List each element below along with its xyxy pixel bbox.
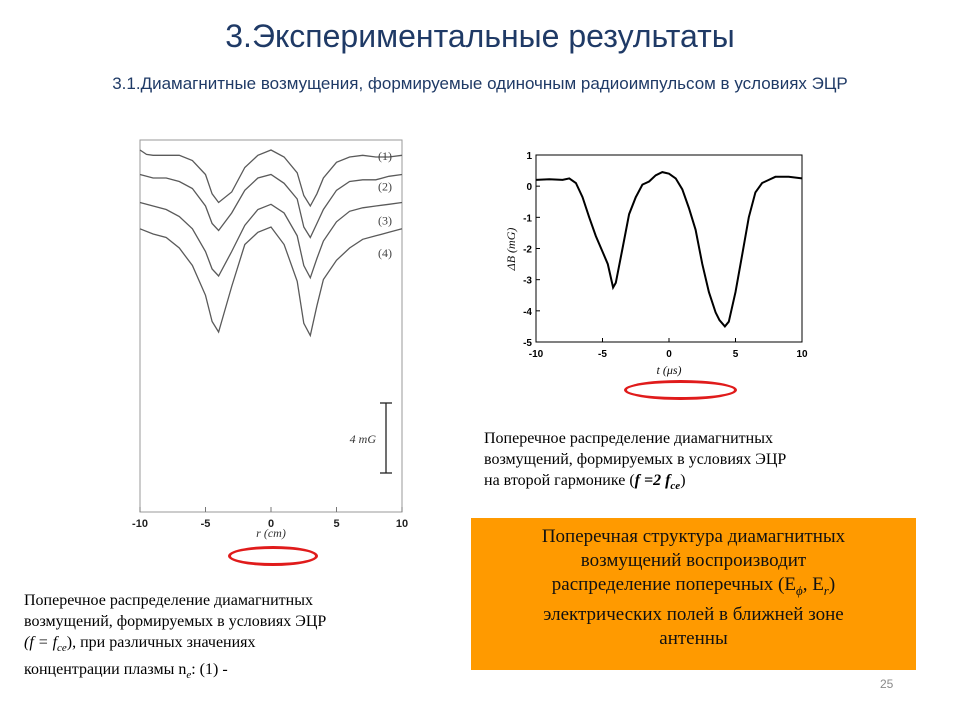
left-series-label: (3)	[378, 214, 392, 228]
radial-profile-chart: (1) (2) (3) (4) -10 -5 0 5 10 4 mG r (cm)	[132, 139, 408, 540]
caption-subscript: ce	[57, 642, 67, 655]
conclusion-box: Поперечная структура диамагнитных возмущ…	[471, 518, 916, 670]
conclusion-text: , E	[802, 574, 824, 595]
left-series-line	[139, 201, 403, 280]
right-y-ticks: 1 0 -1 -2 -3 -4 -5	[523, 151, 540, 349]
conclusion-text: распределение поперечных (E	[551, 574, 796, 595]
caption-left-line: Поперечное распределение диамагнитных	[24, 592, 313, 609]
right-y-tick-label: 0	[526, 182, 532, 193]
left-x-tick-label: 0	[268, 518, 274, 530]
conclusion-line: антенны	[659, 627, 728, 649]
left-legend-labels: (1) (2) (3) (4)	[378, 149, 392, 260]
right-y-tick-label: -2	[523, 245, 532, 256]
caption-left-line: возмущений, формируемых в условиях ЭЦР	[24, 613, 327, 630]
right-series-line	[535, 171, 803, 328]
right-x-tick-label: 0	[666, 349, 672, 360]
right-x-ticks: -10 -5 0 5 10	[529, 338, 808, 360]
right-x-tick-label: 10	[796, 349, 808, 360]
right-y-axis-label: ΔB (mG)	[504, 228, 518, 272]
left-series-label: (1)	[378, 149, 392, 163]
caption-subscript: e	[186, 669, 192, 682]
right-y-tick-label: -1	[523, 213, 532, 224]
right-series-group	[535, 171, 803, 328]
caption-text: : (1) -	[191, 661, 228, 679]
conclusion-subscript: r	[823, 582, 829, 598]
caption-right-plot: Поперечное распределение диамагнитных во…	[484, 428, 894, 497]
left-series-group	[139, 149, 403, 338]
left-series-line	[139, 173, 403, 239]
highlight-oval-right	[624, 380, 737, 400]
left-x-axis-label: r (cm)	[256, 526, 286, 540]
caption-formula: f =2 f	[634, 472, 671, 489]
right-y-tick-label: 1	[526, 151, 532, 162]
caption-right-line: Поперечное распределение диамагнитных	[484, 430, 773, 447]
left-series-label: (2)	[378, 180, 392, 194]
caption-right-line: на второй гармонике (f =2 fce)	[484, 470, 894, 497]
caption-left-line: (f = fce), при различных значениях	[24, 632, 444, 659]
right-x-tick-label: -10	[529, 349, 544, 360]
left-series-label: (4)	[378, 246, 392, 260]
conclusion-text: )	[828, 574, 836, 595]
left-x-tick-label: -10	[132, 518, 148, 530]
conclusion-line: возмущений воспроизводит	[580, 550, 807, 571]
left-x-tick-label: 5	[333, 518, 339, 530]
left-series-line	[139, 226, 403, 338]
caption-text: ), при различных значениях	[66, 634, 256, 651]
highlight-oval-left	[228, 546, 318, 566]
left-x-tick-label: -5	[201, 518, 211, 530]
right-y-tick-label: -4	[523, 307, 532, 318]
caption-text: концентрации плазмы n	[24, 661, 187, 679]
page-number: 25	[880, 677, 894, 691]
left-plot-frame	[139, 139, 403, 513]
slide-title: 3.Экспериментальные результаты	[225, 18, 735, 54]
scale-bar-label: 4 mG	[350, 432, 377, 446]
conclusion-line: электрических полей в ближней зоне	[543, 603, 844, 625]
left-x-tick-label: 10	[396, 518, 408, 530]
right-x-axis-label: t (μs)	[656, 363, 681, 377]
right-x-tick-label: -5	[598, 349, 607, 360]
caption-subscript: ce	[670, 480, 681, 493]
caption-text: (f = f	[24, 634, 58, 651]
conclusion-line: Поперечная структура диамагнитных	[541, 526, 846, 547]
time-trace-chart: -10 -5 0 5 10 10-1-2-3-4-5 t (μs) ΔB (mG)	[504, 151, 808, 377]
conclusion-line: распределение поперечных (Eϕ, Er)	[489, 573, 898, 603]
right-x-tick-label: 5	[733, 349, 739, 360]
slide-subtitle: 3.1.Диамагнитные возмущения, формируемые…	[112, 74, 848, 93]
caption-left-line: концентрации плазмы ne: (1) -	[24, 659, 444, 686]
caption-left-plot: Поперечное распределение диамагнитных во…	[24, 590, 444, 686]
scale-bar: 4 mG	[350, 402, 392, 474]
right-y-tick-label: -3	[523, 276, 532, 287]
right-y-tick-label: -5	[523, 338, 532, 349]
left-x-ticks: -10 -5 0 5 10	[132, 507, 408, 530]
conclusion-subscript: ϕ	[795, 582, 803, 598]
caption-right-line: возмущений, формируемых в условиях ЭЦР	[484, 451, 787, 468]
caption-text: на второй гармонике (	[484, 472, 635, 489]
caption-text: )	[680, 472, 686, 489]
left-series-line	[139, 149, 403, 208]
